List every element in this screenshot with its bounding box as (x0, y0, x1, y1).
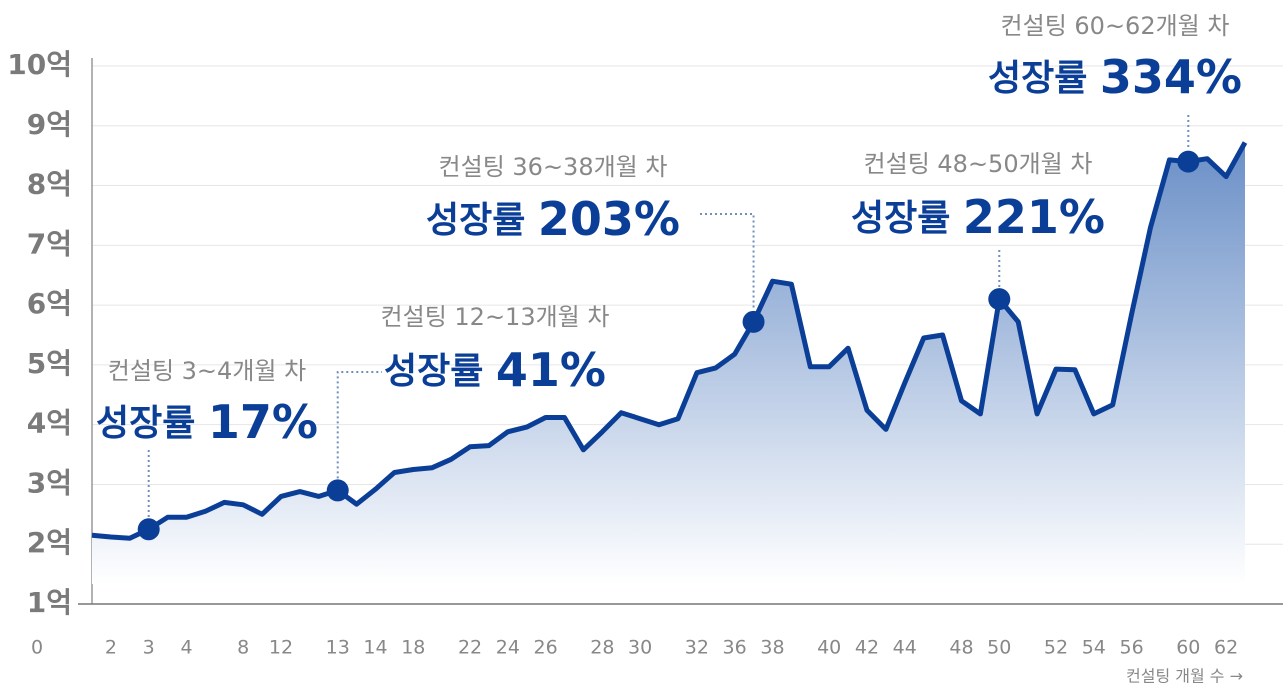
x-tick-label: 14 (363, 637, 387, 659)
area (92, 142, 1245, 584)
connector (700, 213, 755, 310)
x-tick-label: 60 (1176, 637, 1200, 659)
growth-title: 성장률 (988, 58, 1087, 99)
y-tick-label: 7억 (27, 227, 72, 260)
x-tick-label: 48 (949, 637, 973, 659)
highlight-point (137, 518, 160, 541)
x-tick-label: 52 (1044, 637, 1068, 659)
x-tick-label: 56 (1119, 637, 1143, 659)
annotation-period: 컨설팅 12~13개월 차 (381, 303, 610, 331)
x-tick-label: 18 (401, 637, 425, 659)
annotation-period: 컨설팅 48~50개월 차 (864, 150, 1093, 178)
x-tick-label: 2 (105, 637, 117, 659)
x-tick-label: 32 (685, 637, 709, 659)
y-tick-label: 4억 (27, 407, 72, 440)
y-tick-label: 3억 (27, 466, 72, 499)
x-tick-label: 8 (237, 637, 249, 659)
x-tick-label: 13 (326, 637, 350, 659)
x-tick-label: 4 (180, 637, 192, 659)
x-tick-label: 24 (496, 637, 520, 659)
highlight-point (742, 310, 765, 333)
annotation-growth: 성장률 334% (988, 50, 1242, 104)
x-tick-label: 38 (760, 637, 784, 659)
x-axis-label: 컨설팅 개월 수 → (1126, 667, 1243, 686)
connector (336, 371, 382, 479)
growth-value: 203% (538, 192, 680, 246)
growth-value: 334% (1100, 50, 1242, 104)
x-tick-label: 62 (1214, 637, 1238, 659)
line (91, 141, 1248, 541)
growth-title: 성장률 (384, 351, 483, 392)
y-tick-label: 2억 (27, 526, 72, 559)
annotation-period: 컨설팅 36~38개월 차 (439, 153, 668, 181)
y-tick-label: 1억 (27, 586, 72, 619)
x-tick-label: 40 (817, 637, 841, 659)
x-tick-label: 54 (1082, 637, 1106, 659)
highlight-point (988, 288, 1011, 311)
x-origin-label: 0 (31, 637, 43, 659)
growth-title: 성장률 (426, 200, 525, 241)
x-tick-label: 22 (458, 637, 482, 659)
annotation-growth: 성장률 41% (384, 343, 606, 397)
y-tick-label: 6억 (27, 287, 72, 320)
annotation-growth: 성장률 203% (426, 192, 680, 246)
x-tick-label: 12 (269, 637, 293, 659)
growth-value: 17% (208, 395, 318, 449)
annotation-growth: 성장률 17% (96, 395, 318, 449)
annotation-growth: 성장률 221% (851, 190, 1105, 244)
x-tick-label: 26 (534, 637, 558, 659)
x-tick-label: 28 (590, 637, 614, 659)
y-tick-label: 8억 (27, 168, 72, 201)
annotation-period: 컨설팅 60~62개월 차 (1001, 12, 1230, 40)
y-tick-label: 9억 (27, 108, 72, 141)
highlight-point (326, 479, 349, 502)
growth-value: 41% (496, 343, 606, 397)
x-tick-label: 3 (143, 637, 155, 659)
x-tick-label: 42 (855, 637, 879, 659)
growth-title: 성장률 (851, 198, 950, 239)
annotation-period: 컨설팅 3~4개월 차 (108, 357, 306, 385)
x-tick-label: 36 (723, 637, 747, 659)
y-tick-label: 10억 (7, 48, 72, 81)
y-tick-label: 5억 (27, 347, 72, 380)
growth-value: 221% (963, 190, 1105, 244)
x-tick-label: 44 (893, 637, 917, 659)
x-tick-label: 50 (987, 637, 1011, 659)
highlight-point (1177, 150, 1200, 173)
growth-title: 성장률 (96, 403, 195, 444)
x-tick-label: 30 (628, 637, 652, 659)
